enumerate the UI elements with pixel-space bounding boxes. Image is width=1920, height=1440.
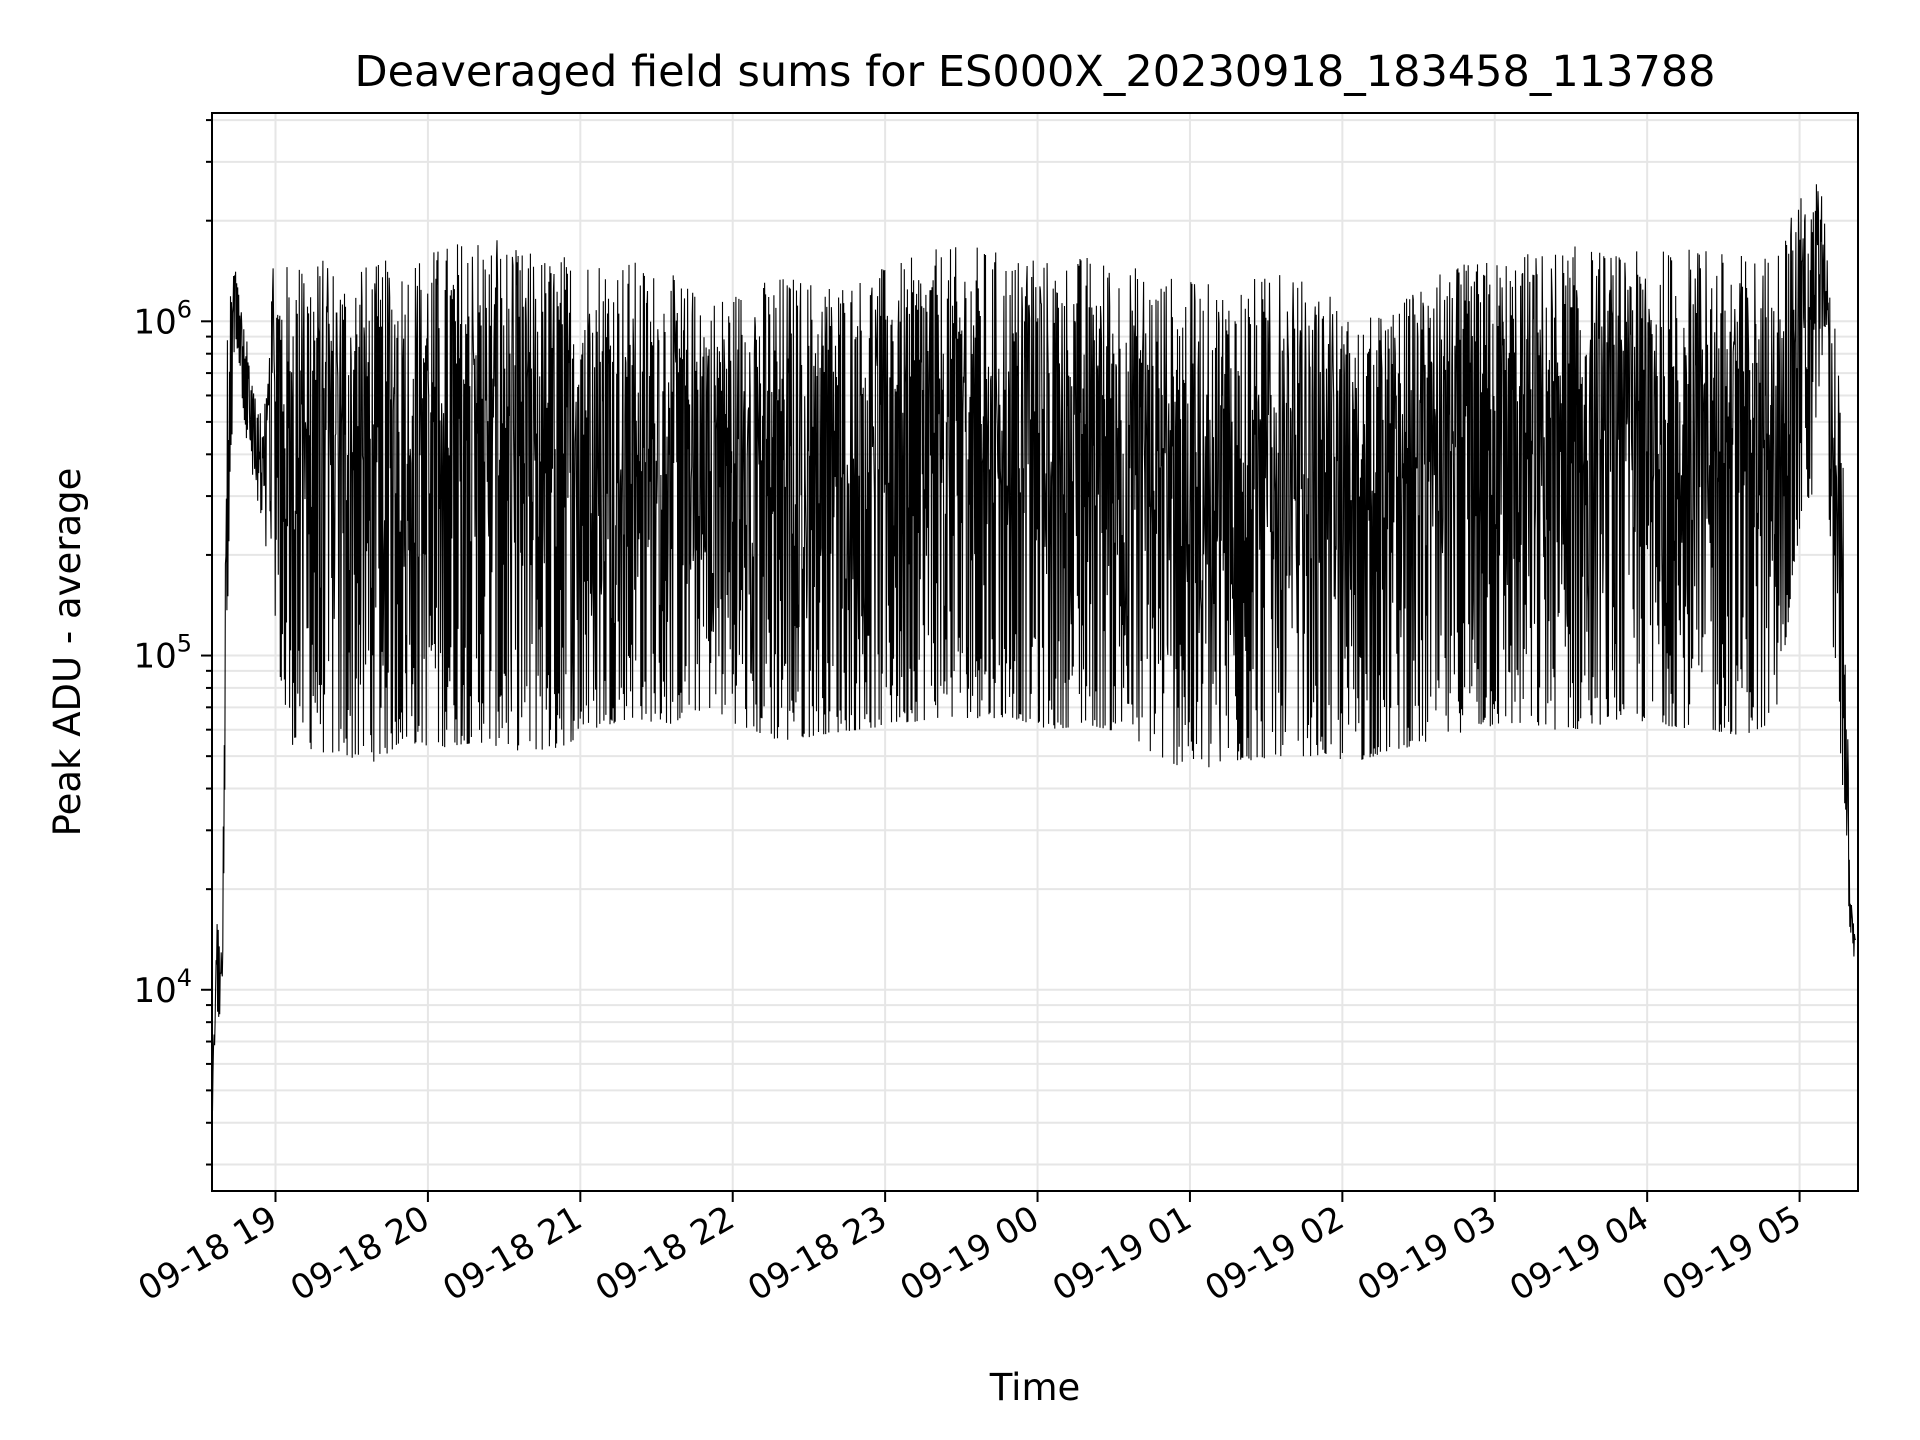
- y-tick-label: 106: [133, 295, 192, 342]
- series-layer: [211, 184, 1857, 1111]
- y-tick-label-base: 10: [133, 637, 176, 677]
- y-axis-label: Peak ADU - average: [46, 468, 89, 837]
- series-line-0: [211, 184, 1857, 1111]
- plot-frame: [211, 112, 1859, 1192]
- y-tick-label-base: 10: [133, 302, 176, 342]
- grid-lines: [212, 113, 1858, 1191]
- y-tick-label: 105: [133, 630, 192, 677]
- y-tick-label-base: 10: [133, 971, 176, 1011]
- y-tick-label-exponent: 4: [177, 964, 192, 992]
- y-tick-label-exponent: 5: [177, 630, 192, 658]
- chart-title: Deaveraged field sums for ES000X_2023091…: [354, 47, 1715, 97]
- x-axis-label: Time: [989, 1366, 1081, 1409]
- y-tick-label-exponent: 6: [177, 295, 192, 323]
- tick-marks: [201, 119, 1801, 1202]
- y-tick-label: 104: [133, 964, 192, 1011]
